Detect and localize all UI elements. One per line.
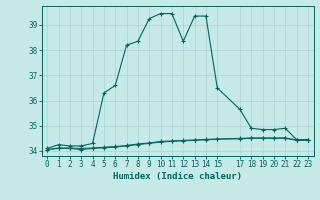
- X-axis label: Humidex (Indice chaleur): Humidex (Indice chaleur): [113, 172, 242, 181]
